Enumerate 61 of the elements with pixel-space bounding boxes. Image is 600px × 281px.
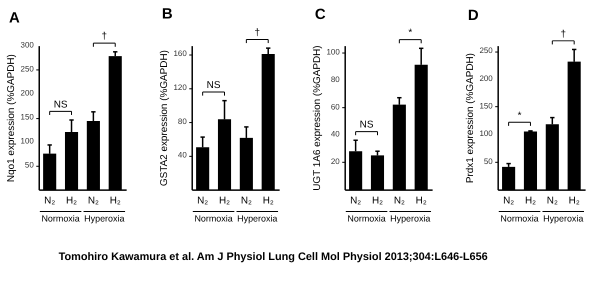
text: † xyxy=(254,28,260,39)
y-tick-label: 200 xyxy=(20,88,34,98)
y-tick-label: 250 xyxy=(479,46,494,56)
y-tick-label: 80 xyxy=(330,74,340,84)
y-tick-label: 40 xyxy=(330,130,340,139)
y-tick-label: 160 xyxy=(174,49,188,58)
y-axis-title: Prdx1 expression (%GAPDH) xyxy=(464,53,476,184)
text: Normoxia xyxy=(41,213,80,224)
x-tick-label: H₂ xyxy=(524,196,536,207)
y-tick-label: 100 xyxy=(20,136,34,146)
annotation: * xyxy=(518,110,522,122)
y-tick-label: 150 xyxy=(20,112,34,122)
text: Hyperoxia xyxy=(390,213,430,224)
text: Hyperoxia xyxy=(237,213,278,224)
y-tick-label: 300 xyxy=(20,40,34,50)
y-tick-label: 150 xyxy=(479,102,494,111)
y-tick-label: 80 xyxy=(178,116,188,126)
y-tick-label: 20 xyxy=(330,157,340,166)
y-axis-title: GSTA2 expression (%GAPDH) xyxy=(158,50,170,186)
y-tick-label: 100 xyxy=(326,47,340,56)
text: * xyxy=(408,28,412,39)
x-tick-label: N₂ xyxy=(44,196,56,207)
x-tick-label: N₂ xyxy=(394,196,405,207)
x-tick-label: N₂ xyxy=(197,196,208,207)
x-tick-label: H₂ xyxy=(218,196,230,207)
x-tick-label: N₂ xyxy=(546,196,558,207)
text: Normoxia xyxy=(194,213,233,224)
text: † xyxy=(102,31,108,42)
chart-title: B xyxy=(162,6,173,23)
x-tick-label: H₂ xyxy=(66,196,78,207)
y-tick-label: 120 xyxy=(174,82,188,92)
y-axis-title: Nqo1 expression (%GAPDH) xyxy=(6,54,17,182)
x-tick-label: H₂ xyxy=(416,196,427,207)
text: Hyperoxia xyxy=(84,213,124,224)
x-tick-label: N₂ xyxy=(350,196,362,207)
x-tick-label: H₂ xyxy=(372,196,384,207)
y-tick-label: 200 xyxy=(479,74,494,83)
x-tick-label: H₂ xyxy=(568,196,580,207)
annotation: NS xyxy=(54,99,68,110)
x-tick-label: N₂ xyxy=(88,196,100,207)
x-tick-label: H₂ xyxy=(262,196,274,207)
y-tick-label: 60 xyxy=(330,102,340,112)
annotation: NS xyxy=(206,80,221,92)
text: Normoxia xyxy=(500,213,539,224)
text: Hyperoxia xyxy=(543,213,584,224)
x-tick-label: H₂ xyxy=(110,196,121,207)
x-tick-label: N₂ xyxy=(503,196,514,207)
y-tick-label: 100 xyxy=(479,129,494,138)
y-tick-label: 250 xyxy=(20,64,34,74)
y-axis-title: UGT 1A6 expression (%GAPDH) xyxy=(312,45,323,191)
y-tick-label: 40 xyxy=(178,150,188,160)
text: † xyxy=(560,28,566,40)
chart-title: A xyxy=(8,10,20,26)
chart-title: C xyxy=(314,6,326,23)
y-tick-label: 50 xyxy=(24,160,34,170)
annotation: NS xyxy=(360,120,374,131)
text: Normoxia xyxy=(347,213,386,224)
y-tick-label: 50 xyxy=(484,156,494,166)
chart-title: D xyxy=(468,8,479,24)
x-tick-label: N₂ xyxy=(240,196,252,207)
text: Tomohiro Kawamura et al. Am J Physiol Lung Cell Mol Physiol 2013;304:L646-L656 xyxy=(58,251,488,264)
